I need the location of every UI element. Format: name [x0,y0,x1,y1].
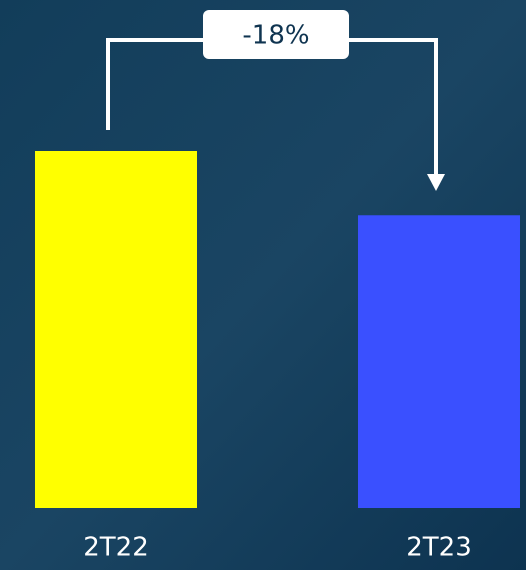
x-tick-label: 2T23 [406,533,472,563]
arrow-head [427,174,445,191]
bar [35,151,197,508]
x-tick-label: 2T22 [83,533,149,563]
bar [358,215,520,508]
annotation-box [203,10,349,59]
annotation: -18% [242,21,309,51]
